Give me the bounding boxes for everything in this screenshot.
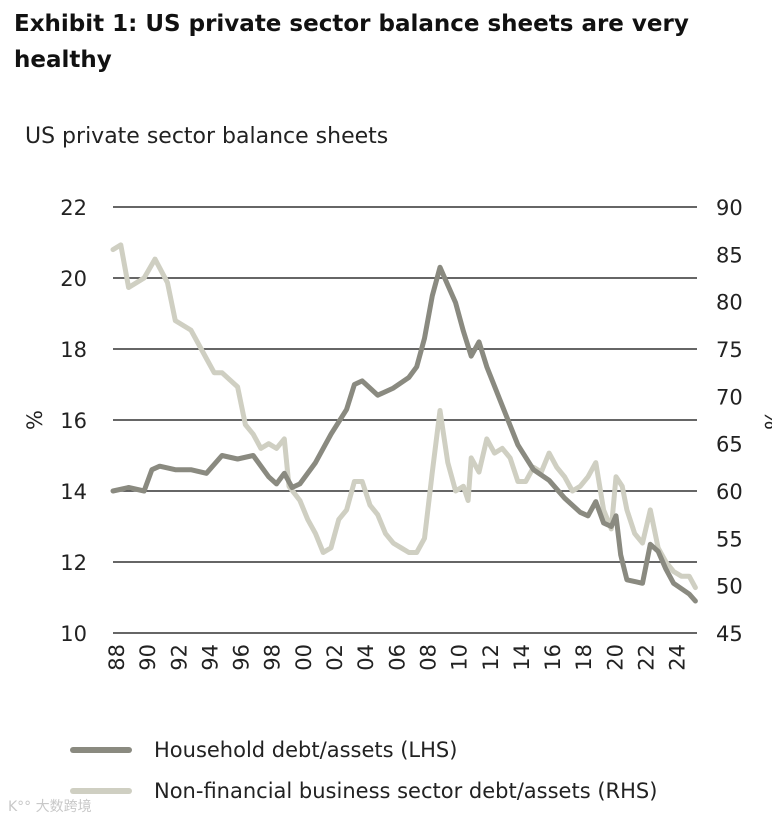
legend-label-household: Household debt/assets (LHS) xyxy=(154,738,458,762)
x-tick-label: 00 xyxy=(292,644,316,671)
x-tick-label: 98 xyxy=(261,644,285,671)
y-tick-label-right: 55 xyxy=(716,527,743,551)
legend-swatch-business xyxy=(70,788,132,794)
x-tick-label: 96 xyxy=(230,644,254,671)
x-tick-label: 12 xyxy=(479,644,503,671)
legend-item-business: Non-financial business sector debt/asset… xyxy=(70,779,657,803)
x-tick-label: 02 xyxy=(323,644,347,671)
x-tick-label: 18 xyxy=(572,644,596,671)
series-line-business xyxy=(110,242,698,591)
y-tick-label-right: 65 xyxy=(716,433,743,457)
y-tick-label-left: 22 xyxy=(60,196,87,220)
x-tick-label: 22 xyxy=(634,644,658,671)
y-tick-label-right: 70 xyxy=(716,385,743,409)
y-axis-label-right: % xyxy=(760,410,772,430)
x-tick-label: 92 xyxy=(167,644,191,671)
y-tick-label-left: 10 xyxy=(60,622,87,646)
y-tick-label-right: 80 xyxy=(716,291,743,315)
y-tick-label-left: 12 xyxy=(60,551,87,575)
watermark-logo: K°° 大数跨境 xyxy=(8,799,92,815)
x-tick-label: 24 xyxy=(666,644,690,671)
y-tick-label-right: 90 xyxy=(716,196,743,220)
chart-title: US private sector balance sheets xyxy=(25,124,389,149)
x-tick-label: 90 xyxy=(136,644,160,671)
y-tick-label-right: 85 xyxy=(716,243,743,267)
y-axis-label-left: % xyxy=(23,410,47,430)
x-tick-label: 94 xyxy=(198,644,222,671)
legend-swatch-household xyxy=(70,747,132,753)
y-tick-label-left: 18 xyxy=(60,338,87,362)
x-tick-label: 88 xyxy=(105,644,129,671)
x-tick-label: 14 xyxy=(510,644,534,671)
x-tick-label: 10 xyxy=(448,644,472,671)
y-tick-label-right: 75 xyxy=(716,338,743,362)
y-tick-label-right: 50 xyxy=(716,575,743,599)
x-tick-label: 08 xyxy=(416,644,440,671)
x-tick-label: 16 xyxy=(541,644,565,671)
exhibit-title: Exhibit 1: US private sector balance she… xyxy=(14,11,689,73)
y-tick-label-left: 16 xyxy=(60,409,87,433)
y-tick-label-right: 60 xyxy=(716,480,743,504)
series-line-household xyxy=(110,264,698,604)
x-tick-label: 20 xyxy=(603,644,627,671)
x-tick-label: 04 xyxy=(354,644,378,671)
legend-item-household: Household debt/assets (LHS) xyxy=(70,738,457,762)
x-tick-label: 06 xyxy=(385,644,409,671)
y-tick-label-left: 20 xyxy=(60,267,87,291)
y-tick-label-left: 14 xyxy=(60,480,87,504)
legend-label-business: Non-financial business sector debt/asset… xyxy=(154,779,658,803)
y-tick-label-right: 45 xyxy=(716,622,743,646)
